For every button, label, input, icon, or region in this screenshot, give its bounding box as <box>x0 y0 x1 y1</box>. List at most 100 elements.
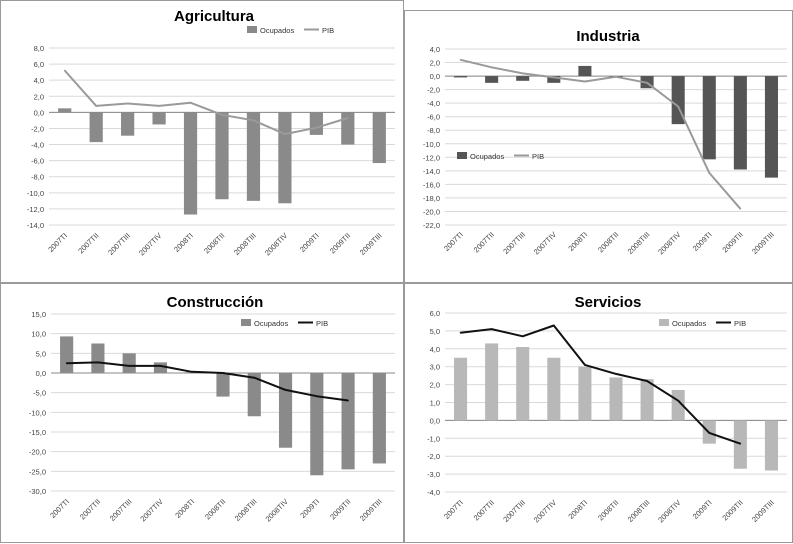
industria-ytick-label: -6,0 <box>427 113 440 122</box>
construccion-xtick-label: 2008TI <box>173 497 196 520</box>
construccion-xtick-label: 2009TII <box>328 497 352 521</box>
industria-xtick-label: 2008TIII <box>626 230 652 256</box>
construccion-point-2008tii <box>222 372 224 374</box>
construccion-ytick-label: -15,0 <box>29 428 46 437</box>
servicios-point-2009tii <box>739 442 742 445</box>
industria-bar-2007tiii <box>516 76 530 81</box>
construccion-ytick-label: 0,0 <box>36 369 46 378</box>
construccion-bar-2007tiii <box>122 353 136 373</box>
agricultura-title: Agricultura <box>174 8 255 25</box>
construccion-point-2007tiii <box>128 365 130 367</box>
industria-point-2009tii <box>739 207 742 210</box>
servicios-xtick-label: 2008TIII <box>626 498 652 524</box>
industria-ytick-label: -18,0 <box>423 194 440 203</box>
chart-industria: Industria 4,0 2,0 0,0 -2,0 -4,0 -6,0 -8,0 -10,0 -… <box>423 28 787 256</box>
servicios-legend-label-pib: PIB <box>734 319 746 328</box>
industria-ytick-label: -22,0 <box>423 221 440 230</box>
agricultura-bar-2009tii <box>341 112 355 145</box>
agricultura-point-2007tiii <box>126 102 129 105</box>
servicios-xtick-label: 2007TIV <box>532 498 558 524</box>
construccion-xtick-label: 2007TI <box>48 497 71 520</box>
construccion-bar-2008tii <box>216 373 230 397</box>
agricultura-bar-2007ti <box>58 108 72 113</box>
construccion-ytick-label: 5,0 <box>36 349 46 358</box>
industria-point-2008tiii <box>646 82 648 84</box>
industria-point-2008tiv <box>677 105 679 108</box>
industria-bar-2008ti <box>578 65 592 77</box>
industria-point-2007tii <box>490 66 493 69</box>
servicios-xtick-label: 2009TII <box>720 498 744 522</box>
agricultura-legend-label-pib: PIB <box>322 26 334 35</box>
industria-ytick-label: 2,0 <box>430 59 440 68</box>
servicios-xtick-label: 2009TI <box>691 498 714 521</box>
agricultura-xtick-label: 2007TIV <box>137 231 163 257</box>
servicios-bar-2007tiii <box>516 347 530 421</box>
agricultura-ytick-label: 6,0 <box>34 60 44 69</box>
industria-point-2007ti <box>459 59 462 61</box>
agricultura-line-pib <box>63 69 349 136</box>
chart-panel-servicios: Servicios 6,0 5,0 4,0 3,0 2,0 1,0 0,0 -1,0 -2,0 -3… <box>404 283 793 543</box>
agricultura-ytick-label: -12,0 <box>27 205 44 214</box>
industria-xtick-label: 2007TIV <box>532 230 558 256</box>
servicios-ytick-label: -4,0 <box>427 488 440 497</box>
servicios-xtick-label: 2007TIII <box>501 498 527 524</box>
agricultura-ytick-label: -14,0 <box>27 221 44 230</box>
agricultura-xtick-label: 2009TII <box>328 231 352 255</box>
agricultura-bar-2007tiv <box>152 112 166 125</box>
servicios-bar-2009tii <box>733 420 747 469</box>
industria-legend-label-ocupados: Ocupados <box>470 152 504 161</box>
construccion-legend-label-ocupados: Ocupados <box>254 319 288 328</box>
construccion-point-2008tiv <box>284 389 287 391</box>
agricultura-point-2009tii <box>347 117 349 119</box>
construccion-xtick-label: 2007TIV <box>138 497 164 523</box>
industria-legend-label-pib: PIB <box>532 152 544 161</box>
construccion-bar-2007tiv <box>153 362 168 373</box>
industria-bar-2009tii <box>733 76 747 170</box>
construccion-xtick-label: 2007TII <box>78 497 102 521</box>
industria-xtick-label: 2008TI <box>566 230 589 253</box>
construccion-ytick-label: 10,0 <box>31 330 46 339</box>
industria-ytick-label: -10,0 <box>423 140 440 149</box>
construccion-xtick-label: 2008TIII <box>233 497 259 523</box>
servicios-point-2007tiv <box>553 324 555 327</box>
agricultura-xtick-label: 2009TI <box>298 231 321 254</box>
industria-xtick-label: 2009TI <box>691 230 714 253</box>
industria-ytick-label: 0,0 <box>430 72 440 81</box>
servicios-ytick-label: -3,0 <box>427 470 440 479</box>
servicios-line-pib <box>460 324 741 445</box>
construccion-bar-2008tiv <box>278 373 293 448</box>
industria-ytick-label: -8,0 <box>427 126 440 135</box>
industria-bar-2009ti <box>702 76 716 160</box>
construccion-bar-2009tii <box>341 373 355 470</box>
industria-ytick-label: -12,0 <box>423 153 440 162</box>
servicios-ytick-label: 2,0 <box>430 381 440 390</box>
agricultura-xtick-label: 2008TIV <box>263 231 289 257</box>
industria-bar-2007ti <box>454 76 468 78</box>
industria-bar-2007tiv <box>547 76 561 83</box>
chart-panel-construccion: Construcción 15,0 10,0 5,0 0,0 -5,0 -10,0 -15,0… <box>0 283 404 543</box>
industria-ytick-label: 4,0 <box>430 45 440 54</box>
servicios-bar-2007ti <box>454 357 468 421</box>
servicios-bar-2008tii <box>609 377 623 421</box>
industria-ytick-label: -14,0 <box>423 167 440 176</box>
agricultura-xtick-label: 2009TIII <box>358 231 384 257</box>
servicios-point-2007tii <box>490 328 493 330</box>
servicios-legend-label-ocupados: Ocupados <box>672 319 706 328</box>
servicios-ytick-label: 1,0 <box>430 399 440 408</box>
construccion-xtick-label: 2009TIII <box>358 497 384 523</box>
industria-xtick-label: 2007TI <box>442 230 465 253</box>
agricultura-point-2008tiii <box>252 119 255 122</box>
industria-xtick-label: 2007TIII <box>501 230 527 256</box>
industria-point-2008ti <box>584 80 586 83</box>
agricultura-bar-2008tiv <box>278 112 292 204</box>
industria-bar-2009tiii <box>764 76 778 178</box>
agricultura-point-2008tii <box>221 113 223 116</box>
industria-line-pib <box>460 58 742 210</box>
servicios-xtick-label: 2007TII <box>472 498 496 522</box>
agricultura-xtick-label: 2007TI <box>46 231 69 254</box>
servicios-bar-2009tiii <box>764 420 778 471</box>
agricultura-bar-2008tii <box>215 112 229 200</box>
construccion-xtick-label: 2008TIV <box>264 497 290 523</box>
construccion-point-2007tiv <box>159 365 162 367</box>
agricultura-bar-2007tiii <box>121 112 135 136</box>
